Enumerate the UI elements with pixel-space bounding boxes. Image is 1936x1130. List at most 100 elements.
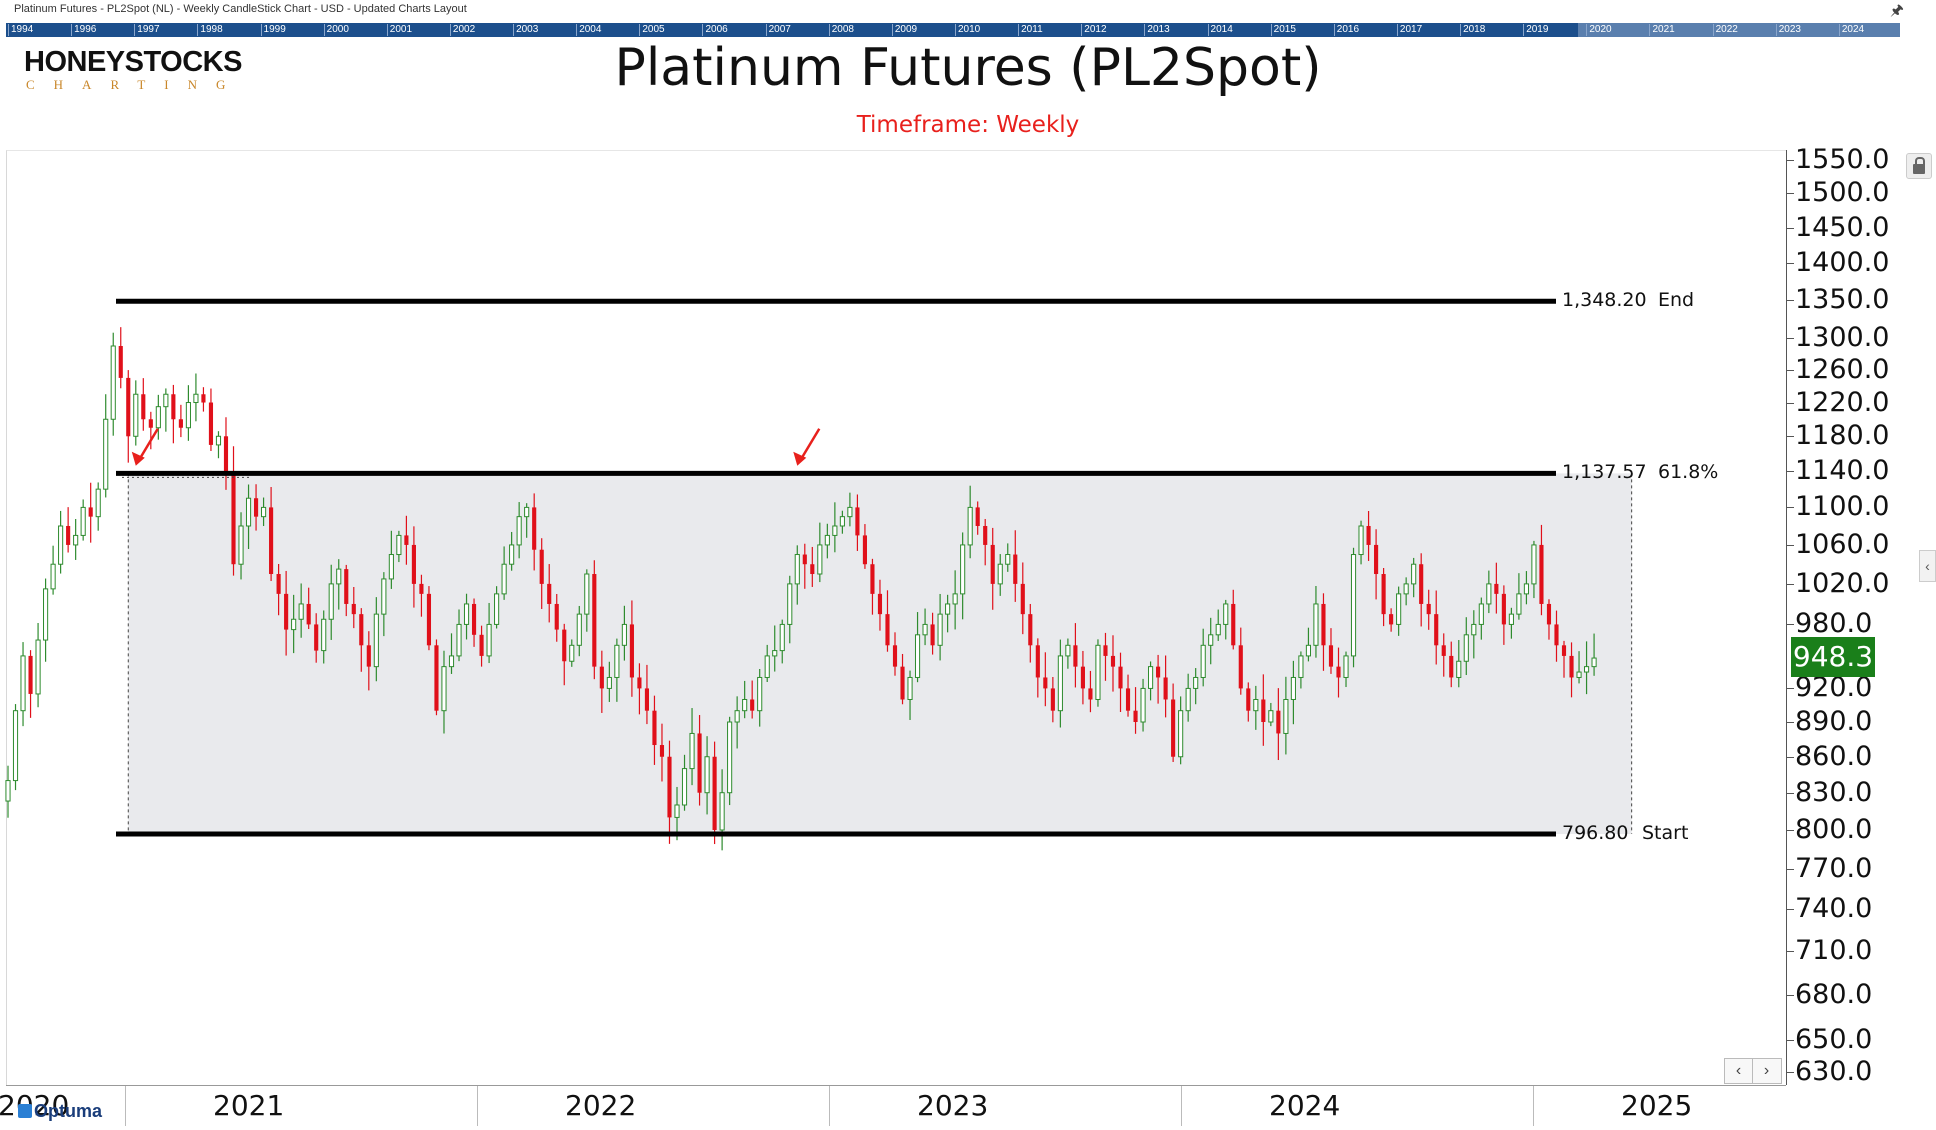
overview-year[interactable]: 2005 <box>639 24 665 36</box>
y-tick-label: 980.0 <box>1795 608 1873 640</box>
y-tick-label: 1300.0 <box>1795 322 1890 354</box>
y-tick <box>1786 830 1794 831</box>
candle-body-up <box>937 613 943 646</box>
candle-body-up <box>396 534 402 556</box>
level-value-label: 796.80 <box>1562 822 1629 845</box>
optuma-watermark: Optuma <box>18 1101 102 1122</box>
candle-body-down <box>253 498 259 517</box>
overview-year[interactable]: 2010 <box>955 24 980 36</box>
candle-body-up <box>1531 544 1537 585</box>
candle-body-up <box>914 634 921 678</box>
candle-body-up <box>524 506 530 518</box>
candle-body-down <box>419 583 424 594</box>
candle-body-down <box>1088 688 1093 700</box>
candle-body-up <box>576 613 582 646</box>
x-axis[interactable]: 2020 2021 2022 2023 2024 2025 <box>0 1085 1786 1126</box>
candle-body-down <box>1073 645 1078 667</box>
candle-body-down <box>171 394 176 420</box>
y-tick-label: 800.0 <box>1795 814 1873 845</box>
overview-year[interactable]: 2012 <box>1081 24 1107 36</box>
overview-year[interactable]: 2021 <box>1649 24 1675 36</box>
annotation-arrow-shaft <box>800 428 821 460</box>
candle-body-up <box>463 603 470 625</box>
candle-body-down <box>562 629 567 662</box>
candle-body-down <box>1246 688 1251 711</box>
pin-icon[interactable]: 🖈 <box>1890 2 1904 19</box>
scroll-left-icon[interactable]: ‹ <box>1725 1059 1753 1083</box>
candle-body-down <box>314 624 319 651</box>
overview-year[interactable]: 2003 <box>513 24 538 36</box>
candle-body-down <box>637 677 642 689</box>
candle-body-up <box>20 655 26 712</box>
overview-year[interactable]: 2011 <box>1018 24 1043 36</box>
scroll-buttons[interactable]: ‹ › <box>1724 1058 1782 1084</box>
overview-year[interactable]: 2023 <box>1775 24 1801 36</box>
overview-year[interactable]: 2007 <box>765 24 791 36</box>
y-tick <box>1786 227 1794 229</box>
level-name-label: End <box>1658 289 1695 312</box>
overview-timeline[interactable]: 1994 1996 1997 1998 1999 2000 2001 2002 2003 2004… <box>6 23 1900 37</box>
candle-body-down <box>802 554 807 565</box>
overview-year[interactable]: 2016 <box>1333 24 1359 36</box>
candle-body-up <box>516 516 522 546</box>
candle-body-down <box>1118 666 1123 689</box>
overview-year[interactable]: 2018 <box>1460 24 1485 36</box>
candle-body-down <box>1569 655 1574 678</box>
overview-year[interactable]: 2002 <box>449 24 475 36</box>
y-tick <box>1786 507 1794 509</box>
lock-icon[interactable] <box>1906 153 1932 179</box>
overview-year[interactable]: 2008 <box>828 24 854 36</box>
overview-year[interactable]: 1994 <box>8 24 33 36</box>
candle-body-up <box>1290 676 1296 700</box>
plot-area[interactable] <box>6 150 1787 1086</box>
candle-body-down <box>88 507 93 517</box>
y-tick <box>1786 471 1794 473</box>
candle-body-down <box>359 614 364 646</box>
overview-year[interactable]: 1999 <box>260 24 286 36</box>
candle-body-up <box>1268 710 1274 723</box>
candle-body-down <box>1013 554 1018 584</box>
overview-year[interactable]: 2017 <box>1396 24 1422 36</box>
overview-year[interactable]: 2000 <box>323 24 349 36</box>
candle-body-up <box>1396 593 1402 625</box>
overview-year[interactable]: 2004 <box>576 24 601 36</box>
overview-year[interactable]: 2006 <box>702 24 728 36</box>
overview-year[interactable]: 2015 <box>1270 24 1296 36</box>
y-tick <box>1786 160 1794 161</box>
candle-body-down <box>1043 677 1048 689</box>
overview-year[interactable]: 2001 <box>386 24 412 36</box>
candle-body-down <box>141 394 146 420</box>
y-tick-label: 1260.0 <box>1795 353 1890 385</box>
candle-body-up <box>35 639 41 695</box>
candle-body-up <box>1305 644 1311 657</box>
overview-visible-range[interactable] <box>1578 23 1900 37</box>
overview-year[interactable]: 1998 <box>197 24 223 36</box>
y-tick <box>1786 402 1794 404</box>
candle-body-down <box>652 710 657 746</box>
overview-year[interactable]: 1996 <box>71 24 96 36</box>
overview-year[interactable]: 2014 <box>1207 24 1233 36</box>
overview-year[interactable]: 2009 <box>891 24 917 36</box>
overview-year[interactable]: 2019 <box>1523 24 1548 36</box>
candle-body-up <box>757 676 763 712</box>
overview-year[interactable]: 1997 <box>134 24 160 36</box>
candle-body-up <box>907 676 913 700</box>
collapse-panel-tab[interactable]: ‹ <box>1919 550 1936 582</box>
candle-body-down <box>276 574 281 594</box>
overview-year[interactable]: 2020 <box>1586 24 1612 36</box>
y-tick <box>1786 756 1794 758</box>
candle-body-up <box>727 721 733 794</box>
scroll-right-icon[interactable]: › <box>1763 1062 1770 1079</box>
overview-year[interactable]: 2022 <box>1712 24 1738 36</box>
candle-body-down <box>1546 603 1552 625</box>
candle-body-up <box>1358 525 1364 556</box>
candle-body-up <box>847 506 853 518</box>
candle-body-up <box>328 583 334 620</box>
candle-body-up <box>1516 593 1522 615</box>
annotation-arrow-head <box>131 451 145 466</box>
candle-body-up <box>674 804 680 818</box>
overview-year[interactable]: 2024 <box>1838 24 1864 36</box>
x-axis-label: 2024 <box>1269 1089 1341 1122</box>
overview-year[interactable]: 2013 <box>1144 24 1170 36</box>
